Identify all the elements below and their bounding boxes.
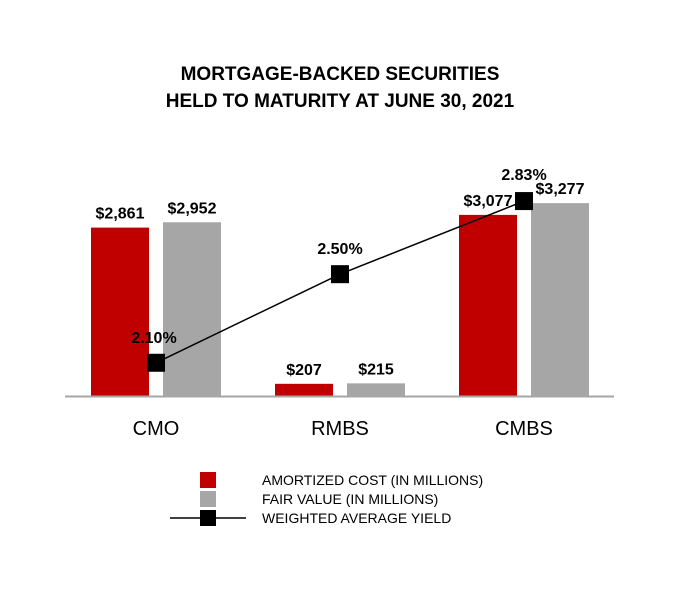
data-label-yield-rmbs: 2.50%	[317, 241, 362, 258]
data-label-fair-value-rmbs: $215	[358, 361, 394, 378]
legend-swatch-amortized-cost	[200, 472, 216, 488]
bar-fair-value-rmbs	[347, 383, 405, 396]
plot-area: $2,861 $207 $3,077 $2,952 $215 $3,277 CMO RMBS C…	[65, 167, 614, 440]
x-tick-label-rmbs: RMBS	[311, 418, 369, 440]
legend-swatch-fair-value	[200, 491, 216, 507]
data-label-fair-value-cmo: $2,952	[168, 200, 217, 217]
yield-marker-cmo	[147, 353, 165, 372]
yield-marker-cmbs	[515, 192, 533, 211]
data-label-fair-value-cmbs: $3,277	[536, 181, 585, 198]
data-label-yield-cmo: 2.10%	[131, 330, 176, 347]
data-label-amortized-cost-cmo: $2,861	[96, 206, 145, 223]
bar-amortized-cost-rmbs	[275, 383, 333, 396]
legend-label-yield: WEIGHTED AVERAGE YIELD	[262, 510, 451, 526]
chart-title-line-2: HELD TO MATURITY AT JUNE 30, 2021	[166, 91, 515, 112]
data-label-amortized-cost-rmbs: $207	[286, 362, 322, 379]
x-tick-label-cmo: CMO	[133, 418, 180, 440]
data-label-yield-cmbs: 2.83%	[501, 167, 546, 184]
bar-amortized-cost-cmo	[91, 227, 149, 396]
legend-marker-yield	[200, 510, 216, 526]
legend-label-fair-value: FAIR VALUE (IN MILLIONS)	[262, 491, 438, 507]
bar-amortized-cost-cmbs	[459, 214, 517, 396]
bar-fair-value-cmo	[163, 222, 221, 396]
legend-label-amortized-cost: AMORTIZED COST (IN MILLIONS)	[262, 472, 483, 488]
data-label-amortized-cost-cmbs: $3,077	[464, 193, 513, 210]
legend: AMORTIZED COST (IN MILLIONS) FAIR VALUE (…	[170, 472, 483, 526]
bar-fair-value-cmbs	[531, 203, 589, 396]
yield-marker-rmbs	[331, 265, 349, 284]
chart-title-line-1: MORTGAGE-BACKED SECURITIES	[181, 64, 500, 85]
x-tick-label-cmbs: CMBS	[495, 418, 553, 440]
